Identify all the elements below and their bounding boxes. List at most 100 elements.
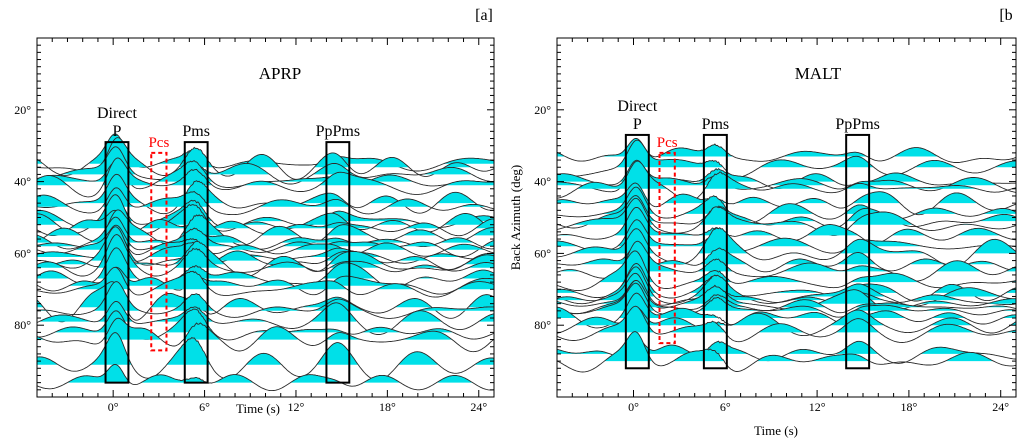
trace-fill [995, 160, 1016, 168]
window-pcs [658, 151, 676, 345]
trace-line [557, 219, 1016, 254]
trace-line [557, 305, 1016, 343]
trace-fill [314, 152, 349, 168]
window-label: P [633, 116, 642, 133]
x-axis-label: Time (s) [236, 401, 280, 416]
trace-fill [949, 177, 997, 186]
panel-a: 0° 6° 12° 18° 24° 20° 40° 60° 80° Time (s) [a] APRP… [14, 7, 495, 416]
trace-fill [368, 175, 413, 182]
trace-fill [464, 254, 494, 265]
trace-fill [329, 251, 384, 265]
trace-line [37, 247, 494, 289]
trace-fill [705, 172, 752, 189]
trace-fill [983, 208, 1016, 214]
window-label: P [113, 123, 122, 140]
trace-fill [869, 173, 921, 182]
trace-fill [830, 156, 873, 168]
trace-group-b [557, 138, 1016, 373]
trace-fill [246, 353, 281, 365]
trace-fill [90, 332, 131, 365]
trace-fill [811, 354, 870, 362]
trace-fill [850, 273, 919, 283]
trace-fill [468, 294, 494, 308]
trace-fill [557, 241, 578, 247]
trace-fill [327, 332, 360, 340]
x-tick-label: 0° [628, 400, 639, 414]
trace-fill [367, 242, 405, 250]
trace-fill [697, 259, 732, 272]
trace-fill [894, 147, 938, 157]
window-label: Direct [617, 98, 658, 115]
x-tick-label: 0° [108, 400, 119, 414]
trace-fill [853, 191, 900, 204]
window-pppms [845, 133, 871, 370]
window-pppms [325, 141, 351, 384]
trace-fill [617, 140, 723, 168]
trace-line [37, 317, 494, 353]
trace-line [37, 157, 494, 198]
trace-fill [313, 163, 354, 175]
trace-line [557, 272, 1016, 306]
trace-fill [759, 238, 811, 247]
y-tick-label: 60° [534, 246, 551, 260]
window-label: PpPms [316, 123, 360, 140]
trace-line [557, 186, 1016, 225]
trace-fill [757, 355, 796, 362]
window-pms [183, 141, 209, 384]
trace-fill [732, 313, 781, 326]
trace-fill [282, 280, 347, 290]
x-tick-label: 24° [470, 400, 487, 414]
station-name: APRP [259, 64, 302, 83]
trace-fill [37, 235, 51, 243]
trace-line [37, 266, 494, 298]
trace-line [37, 332, 494, 381]
panel-label: [b [999, 7, 1012, 24]
y-tick-label: 60° [14, 246, 31, 260]
window-label: Pcs [148, 135, 169, 151]
trace-fill [974, 239, 1016, 254]
y-tick-label: 40° [14, 175, 31, 189]
trace-fill [853, 212, 912, 225]
x-tick-label: 18° [900, 400, 917, 414]
trace-fill [317, 342, 358, 365]
panel-label: [a] [475, 7, 493, 24]
window-pcs [150, 151, 168, 352]
trace-fill [260, 199, 351, 207]
window-label: Direct [97, 105, 138, 122]
trace-fill [946, 352, 993, 362]
trace-fill [783, 263, 888, 272]
trace-fill [257, 326, 298, 340]
trace-line [37, 363, 494, 392]
x-axis-label: Time (s) [754, 423, 798, 438]
y-axis-label: Back Azimuth (deg) [508, 165, 523, 270]
trace-fill [446, 180, 494, 186]
trace-line [37, 234, 494, 277]
y-tick-label: 20° [534, 103, 551, 117]
trace-fill [402, 242, 437, 247]
y-tick-label: 20° [14, 103, 31, 117]
trace-fill [479, 313, 494, 322]
y-tick-label: 80° [14, 318, 31, 332]
panel-b: 0° 6° 12° 18° 24° 20° 40° 60° 80° Time (s) Back Az… [508, 7, 1017, 438]
trace-fill [362, 327, 401, 333]
trace-fill [740, 230, 774, 236]
trace-fill [683, 285, 748, 304]
trace-fill [67, 364, 130, 383]
trace-fill [290, 374, 341, 383]
trace-fill [987, 298, 1016, 304]
trace-fill [395, 298, 431, 308]
trace-fill [388, 199, 429, 207]
trace-fill [255, 280, 293, 286]
trace-fill [557, 307, 576, 318]
trace-fill [735, 197, 770, 204]
trace-line [37, 209, 494, 246]
trace-line [557, 282, 1016, 318]
trace-fill [913, 294, 960, 301]
x-tick-label: 12° [809, 400, 826, 414]
trace-fill [839, 239, 925, 254]
trace-fill [37, 175, 68, 186]
trace-fill [37, 356, 58, 365]
trace-fill [957, 228, 1001, 236]
trace-fill [171, 293, 214, 311]
trace-fill [37, 270, 69, 279]
